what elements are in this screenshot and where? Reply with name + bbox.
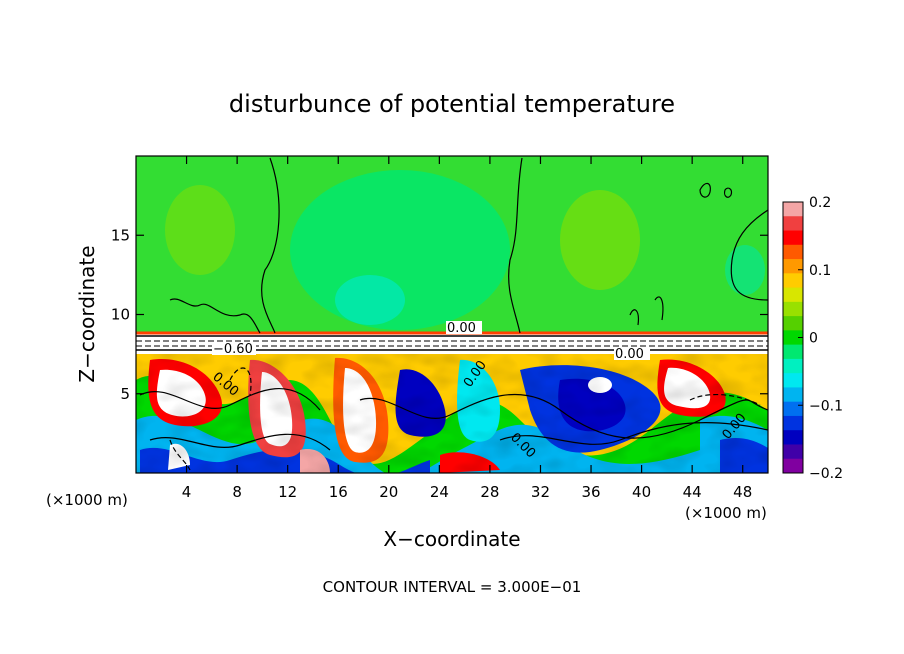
colorbar: 0.2 0.1 0 −0.1 −0.2 (782, 195, 843, 482)
contour-label: 0.00 (447, 321, 476, 336)
y-tick-label: 5 (120, 385, 130, 403)
contour-label: −0.60 (213, 342, 253, 357)
x-tick-label: 28 (480, 483, 499, 501)
y-tick-label: 15 (111, 226, 130, 244)
y-axis-label: Z−coordinate (75, 245, 99, 382)
chart-title: disturbunce of potential temperature (229, 90, 675, 118)
colorbar-swatch (783, 202, 803, 217)
colorbar-swatch (783, 444, 803, 460)
x-tick-label: 40 (632, 483, 651, 501)
colorbar-swatch (783, 344, 803, 360)
colorbar-swatch (783, 330, 803, 346)
upper-yellowgreen-patch-2 (165, 185, 235, 275)
colorbar-swatch (783, 301, 803, 317)
y-tick-label: 10 (111, 306, 130, 324)
colorbar-swatch (783, 287, 803, 303)
inversion-layer (136, 332, 768, 354)
x-tick-label: 20 (379, 483, 398, 501)
colorbar-swatch (783, 259, 803, 274)
x-axis: 4 8 12 16 20 24 28 32 36 40 44 48 (182, 156, 752, 501)
x-tick-label: 8 (232, 483, 242, 501)
upper-cyan-core (335, 275, 405, 325)
contour-interval-note: CONTOUR INTERVAL = 3.000E−01 (323, 578, 582, 596)
x-tick-label: 36 (581, 483, 600, 501)
colorbar-swatch (783, 273, 803, 289)
x-tick-label: 16 (329, 483, 348, 501)
x-tick-label: 44 (683, 483, 702, 501)
colorbar-swatch (783, 358, 803, 374)
contour-label: 0.00 (615, 347, 644, 362)
x-unit-left: (×1000 m) (46, 491, 128, 509)
colorbar-swatch (783, 244, 803, 260)
x-tick-label: 24 (430, 483, 449, 501)
colorbar-tick-label: 0.2 (809, 195, 831, 211)
upper-cyan-patch-right (725, 245, 765, 295)
x-axis-label: X−coordinate (383, 527, 520, 551)
x-tick-label: 12 (278, 483, 297, 501)
colorbar-swatch (783, 458, 803, 474)
colorbar-swatch (783, 316, 803, 331)
x-tick-label: 4 (182, 483, 192, 501)
y-axis: 5 10 15 (111, 226, 768, 403)
colorbar-tick-label: −0.1 (809, 398, 843, 414)
x-tick-label: 48 (733, 483, 752, 501)
colorbar-swatch (783, 230, 803, 246)
colorbar-swatch (783, 387, 803, 403)
plot-area: 0.00 −0.60 0.00 0.00 0.00 0.00 0.00 (136, 156, 768, 473)
colorbar-tick-label: −0.2 (809, 466, 843, 482)
colorbar-tick-label: 0.1 (809, 263, 831, 279)
upper-yellowgreen-patch (560, 190, 640, 290)
colorbar-swatch (783, 430, 803, 445)
contour-lines (139, 157, 768, 471)
x-tick-label: 32 (531, 483, 550, 501)
colorbar-swatch (783, 401, 803, 417)
colorbar-swatch (783, 415, 803, 431)
colorbar-tick-label: 0 (809, 331, 818, 347)
colorbar-swatch (783, 216, 803, 232)
colorbar-swatch (783, 373, 803, 388)
x-unit-right: (×1000 m) (685, 504, 767, 522)
